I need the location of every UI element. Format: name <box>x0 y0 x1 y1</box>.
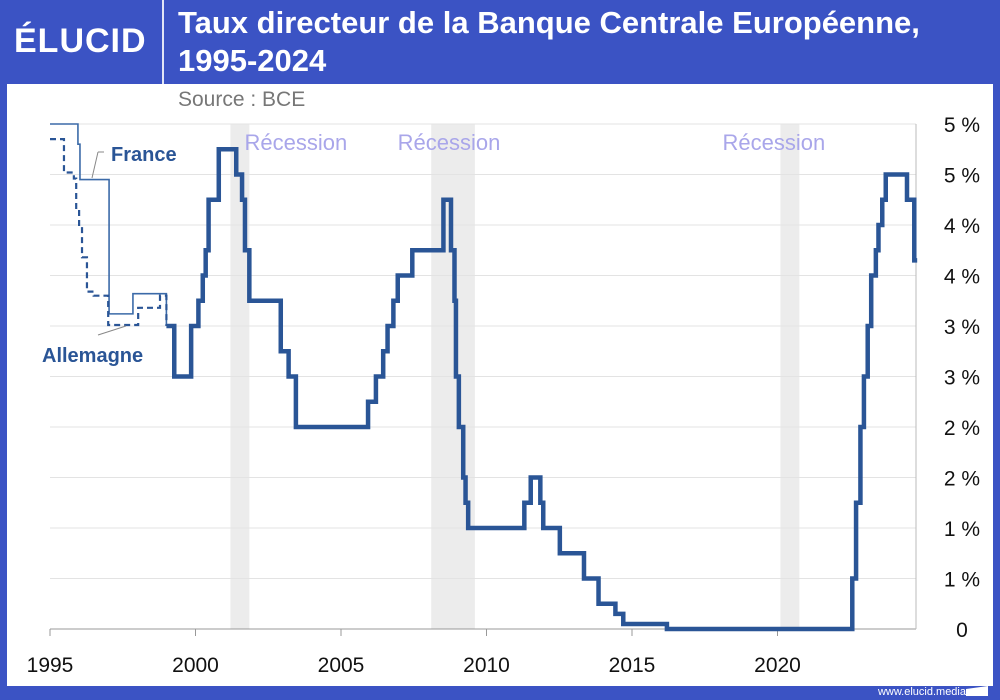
y-tick-label: 3 % <box>944 367 980 390</box>
y-tick-label: 5 % <box>944 114 980 137</box>
series-line-allemagne <box>50 138 168 327</box>
allemagne-label: Allemagne <box>42 345 143 367</box>
recession-label: Récession <box>723 130 826 155</box>
y-tick-label: 5 % <box>944 165 980 188</box>
series-line-france <box>50 123 168 326</box>
header: ÉLUCID Taux directeur de la Banque Centr… <box>0 0 1000 84</box>
y-tick-label: 1 % <box>944 569 980 592</box>
allemagne-leader-line <box>97 325 127 336</box>
y-tick-label: 4 % <box>944 215 980 238</box>
france-leader-line <box>91 151 99 179</box>
footer-url[interactable]: www.elucid.media <box>877 686 966 698</box>
chart-panel <box>7 84 993 686</box>
header-divider <box>162 0 164 84</box>
elucid-logo: ÉLUCID <box>14 22 147 60</box>
y-tick-label: 4 % <box>944 266 980 289</box>
recession-label: Récession <box>398 130 501 155</box>
elucid-flag-icon <box>966 686 988 696</box>
y-tick-label: 1 % <box>944 518 980 541</box>
recession-label: Récession <box>245 130 348 155</box>
chart-title: Taux directeur de la Banque Centrale Eur… <box>178 5 920 78</box>
series-line-bce <box>166 147 918 632</box>
chart-source: Source : BCE <box>178 88 306 111</box>
y-tick-label: 3 % <box>944 316 980 339</box>
x-tick-label: 2010 <box>463 654 510 677</box>
y-tick-label: 2 % <box>944 468 980 491</box>
x-tick-label: 2005 <box>318 654 365 677</box>
y-tick-label: 0 <box>956 619 968 642</box>
x-tick-label: 2000 <box>172 654 219 677</box>
x-tick-label: 2015 <box>609 654 656 677</box>
y-tick-label: 2 % <box>944 417 980 440</box>
france-label: France <box>111 144 177 166</box>
x-tick-label: 2020 <box>754 654 801 677</box>
x-tick-label: 1995 <box>27 654 74 677</box>
